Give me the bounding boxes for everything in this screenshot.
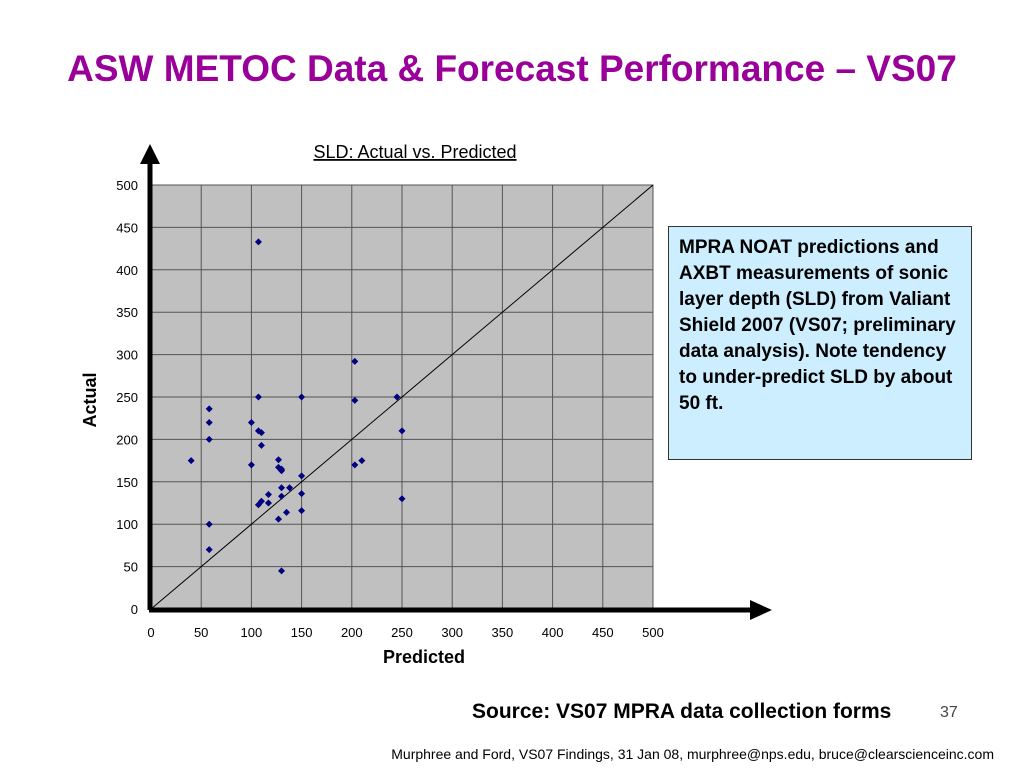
footer-text: Murphree and Ford, VS07 Findings, 31 Jan… bbox=[391, 746, 994, 762]
data-point bbox=[205, 435, 213, 443]
data-point bbox=[275, 515, 283, 523]
data-point bbox=[278, 567, 286, 575]
x-tick-label: 250 bbox=[391, 625, 413, 640]
note-box: MPRA NOAT predictions and AXBT measureme… bbox=[668, 226, 972, 460]
data-point bbox=[257, 441, 265, 449]
data-point bbox=[351, 357, 359, 365]
data-point bbox=[254, 393, 262, 401]
x-tick-label: 0 bbox=[147, 625, 154, 640]
data-point bbox=[298, 393, 306, 401]
x-tick-label: 100 bbox=[241, 625, 263, 640]
y-axis-label: Actual bbox=[80, 372, 100, 427]
x-tick-label: 400 bbox=[542, 625, 564, 640]
slide-number: 37 bbox=[940, 704, 958, 721]
y-tick-label: 0 bbox=[131, 602, 138, 617]
data-point bbox=[278, 484, 286, 492]
data-point bbox=[358, 457, 366, 465]
y-tick-label: 100 bbox=[116, 517, 138, 532]
data-point bbox=[205, 405, 213, 413]
y-axis-arrow bbox=[140, 144, 160, 164]
data-point bbox=[257, 429, 265, 437]
y-tick-label: 200 bbox=[116, 432, 138, 447]
y-tick-label: 50 bbox=[124, 560, 138, 575]
x-axis-label: Predicted bbox=[383, 647, 465, 667]
one-to-one-line bbox=[150, 184, 654, 610]
y-tick-label: 400 bbox=[116, 263, 138, 278]
data-point bbox=[278, 492, 286, 500]
data-point bbox=[275, 456, 283, 464]
chart-title: SLD: Actual vs. Predicted bbox=[313, 142, 516, 162]
x-axis-arrow bbox=[750, 600, 772, 620]
x-tick-label: 500 bbox=[642, 625, 664, 640]
x-tick-label: 200 bbox=[341, 625, 363, 640]
source-text: Source: VS07 MPRA data collection forms bbox=[472, 700, 892, 723]
data-point bbox=[351, 396, 359, 404]
data-point bbox=[298, 472, 306, 480]
data-point bbox=[264, 491, 272, 499]
y-tick-label: 500 bbox=[116, 178, 138, 193]
data-point bbox=[254, 238, 262, 246]
data-point bbox=[257, 497, 265, 505]
y-tick-label: 250 bbox=[116, 390, 138, 405]
data-point bbox=[298, 490, 306, 498]
data-point bbox=[286, 484, 294, 492]
x-tick-label: 450 bbox=[592, 625, 614, 640]
y-tick-label: 150 bbox=[116, 475, 138, 490]
x-tick-label: 50 bbox=[194, 625, 208, 640]
y-tick-label: 450 bbox=[116, 220, 138, 235]
data-point bbox=[398, 427, 406, 435]
data-point bbox=[351, 461, 359, 469]
data-point bbox=[283, 508, 291, 516]
slide-title: ASW METOC Data & Forecast Performance – … bbox=[67, 48, 957, 89]
y-tick-label: 350 bbox=[116, 305, 138, 320]
data-point bbox=[298, 507, 306, 515]
data-point bbox=[205, 546, 213, 554]
x-tick-label: 350 bbox=[492, 625, 514, 640]
data-point bbox=[398, 495, 406, 503]
data-point bbox=[247, 418, 255, 426]
data-point bbox=[187, 457, 195, 465]
data-point bbox=[278, 467, 286, 475]
data-point bbox=[393, 393, 401, 401]
data-point bbox=[247, 461, 255, 469]
x-tick-label: 150 bbox=[291, 625, 313, 640]
data-point bbox=[205, 520, 213, 528]
data-point bbox=[205, 418, 213, 426]
x-tick-label: 300 bbox=[441, 625, 463, 640]
data-point bbox=[264, 499, 272, 507]
y-tick-label: 300 bbox=[116, 348, 138, 363]
